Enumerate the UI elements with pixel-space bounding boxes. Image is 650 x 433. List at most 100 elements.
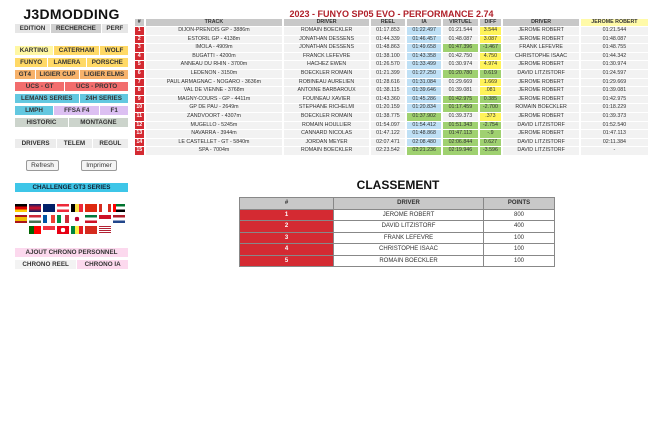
virtual-time: 01:47.396 [443, 44, 478, 52]
flag-canada-icon[interactable] [99, 204, 111, 212]
diff: -.9 [479, 130, 502, 138]
diff: -2.754 [479, 121, 502, 130]
flag-usa-icon[interactable] [99, 226, 111, 234]
flag-senegal-icon[interactable] [71, 226, 83, 234]
flag-austria-icon[interactable] [57, 204, 69, 212]
flag-uae-icon[interactable] [113, 204, 125, 212]
nav-f1-button[interactable]: F1 [100, 106, 128, 115]
jerome-robert-time: 01:48.755 [580, 44, 648, 52]
table-row: 5 ANNEAU DU RHIN - 3700m HACHEZ EWEN 01:26.… [135, 61, 648, 69]
nav-wolf-button[interactable]: WOLF [100, 46, 129, 55]
best-driver: JEROME ROBERT [503, 130, 579, 138]
nav-recherche-button[interactable]: RECHERCHE [51, 24, 101, 33]
nav-funyo-button[interactable]: FUNYO [15, 58, 48, 67]
reel-time: 01:20.159 [370, 104, 406, 112]
category-row: UCS - GT UCS - PROTO [15, 82, 128, 91]
classement-row: 1 JEROME ROBERT 800 [239, 208, 555, 221]
nav-lmph-button[interactable]: LMPH [15, 106, 53, 115]
performance-panel: 2023 - FUNYO SP05 EVO - PERFORMANCE 2.74… [133, 0, 650, 156]
nav-ucs-proto-button[interactable]: UCS - PROTO [65, 82, 128, 91]
driver: CHRISTOPHE ISAAC [333, 243, 484, 256]
nav-lamera-button[interactable]: LAMERA [48, 58, 86, 67]
nav-lemans-series-button[interactable]: LEMANS SERIES [15, 94, 79, 103]
flag-spain-icon[interactable] [15, 215, 27, 223]
nav-drivers-button[interactable]: DRIVERS [15, 139, 57, 148]
table-row: 3 IMOLA - 4909m JONATHAN DESSENS 01:48.863 0… [135, 44, 648, 52]
nav-gt4-button[interactable]: GT4 [15, 70, 35, 79]
jerome-robert-time: - [580, 147, 648, 155]
nav-ucs-gt-button[interactable]: UCS - GT [15, 82, 65, 91]
diff: .081 [479, 87, 502, 95]
flag-kuwait-icon[interactable] [85, 215, 97, 223]
row-number: 13 [135, 130, 144, 138]
flag-italy-icon[interactable] [57, 215, 69, 223]
flag-portugal-icon[interactable] [29, 226, 41, 234]
ia-time: 01:45.286 [407, 95, 442, 104]
flag-belgium-icon[interactable] [71, 204, 83, 212]
jerome-robert-time: 01:44.342 [580, 52, 648, 61]
best-driver: JEROME ROBERT [503, 78, 579, 87]
reel-time: 01:38.100 [370, 52, 406, 61]
table-row: 14 LE CASTELLET - GT - 5840m JORDAN MEYER 0… [135, 138, 648, 147]
flag-germany-icon[interactable] [15, 204, 27, 212]
page-title: 2023 - FUNYO SP05 EVO - PERFORMANCE 2.74 [133, 9, 650, 19]
nav-telem-button[interactable]: TELEM [57, 139, 92, 148]
flag-japan-icon[interactable] [71, 215, 83, 223]
classement-row: 2 DAVID LITZISTORF 400 [239, 220, 555, 233]
table-row: 10 GP DE PAU - 2649m STEPHANE RICHELMI 01:2… [135, 104, 648, 112]
flag-monaco-icon[interactable] [99, 215, 111, 223]
refresh-button[interactable]: Refresh [26, 160, 59, 171]
nav-karting-button[interactable]: KARTING [15, 46, 54, 55]
nav-perf-button[interactable]: PERF [101, 24, 129, 33]
driver: CANNARD NICOLAS [284, 130, 369, 138]
flag-hungary-icon[interactable] [29, 215, 41, 223]
nav-montagne-button[interactable]: MONTAGNE [68, 118, 128, 127]
jerome-robert-time: 01:18.229 [580, 104, 648, 112]
flag-china-icon[interactable] [85, 204, 97, 212]
row-number: 15 [135, 147, 144, 155]
nav-regul-button[interactable]: REGUL [92, 139, 128, 148]
virtual-time: 01:30.974 [443, 61, 478, 69]
flag-switzerland-icon[interactable] [85, 226, 97, 234]
flag-france-icon[interactable] [43, 215, 55, 223]
jerome-robert-time: 01:52.540 [580, 121, 648, 130]
nav-ligier-cup-button[interactable]: LIGIER CUP [35, 70, 80, 79]
flag-singapore-icon[interactable] [43, 226, 55, 234]
nav-24h-series-button[interactable]: 24H SERIES [79, 94, 128, 103]
nav-caterham-button[interactable]: CATERHAM [54, 46, 100, 55]
track: VAL DE VIENNE - 3768m [145, 87, 283, 95]
points: 800 [483, 208, 555, 221]
challenge-gt3-button[interactable]: CHALLENGE GT3 SERIES [15, 183, 128, 192]
reel-time: 01:54.097 [370, 121, 406, 130]
virtual-time: 02:06.844 [443, 138, 478, 147]
flag-netherlands-icon[interactable] [113, 215, 125, 223]
nav-ligier-elms-button[interactable]: LIGIER ELMS [80, 70, 128, 79]
jerome-robert-time: 01:21.544 [580, 27, 648, 35]
flag-australia-icon[interactable] [43, 204, 55, 212]
chrono-reel-button[interactable]: CHRONO REEL [15, 260, 77, 269]
nav-edition-button[interactable]: EDITION [15, 24, 51, 33]
row-number: 7 [135, 78, 144, 87]
virtual-time: 01:51.343 [443, 121, 478, 130]
virtual-time: 01:39.081 [443, 87, 478, 95]
reel-time: 02:23.542 [370, 147, 406, 155]
ia-time: 01:37.902 [407, 112, 442, 121]
diff: 3.544 [479, 27, 502, 35]
print-button[interactable]: Imprimer [81, 160, 117, 171]
table-row: 8 VAL DE VIENNE - 3768m ANTOINE BARBAROUX 0… [135, 87, 648, 95]
nav-historic-button[interactable]: HISTORIC [15, 118, 68, 127]
virtual-time: 01:48.087 [443, 35, 478, 44]
driver: ROMAIN BOECKLER [284, 27, 369, 35]
points: 400 [483, 220, 555, 233]
flag-tunisia-icon[interactable] [57, 226, 69, 234]
ia-time: 01:31.084 [407, 78, 442, 87]
track: BUGATTI - 4200m [145, 52, 283, 61]
flag-united-kingdom-icon[interactable] [29, 204, 41, 212]
chrono-ia-button[interactable]: CHRONO IA [77, 260, 129, 269]
classement-table: # DRIVER POINTS 1 JEROME ROBERT 800 2 DAVID LIT… [239, 197, 555, 267]
nav-porsche-button[interactable]: PORSCHE [86, 58, 129, 67]
nav-ffsa-f4-button[interactable]: FFSA F4 [54, 106, 100, 115]
jerome-robert-time: 01:39.081 [580, 87, 648, 95]
driver: FRANCK LEFEVRE [284, 52, 369, 61]
add-custom-time-button[interactable]: AJOUT CHRONO PERSONNEL [15, 248, 128, 257]
